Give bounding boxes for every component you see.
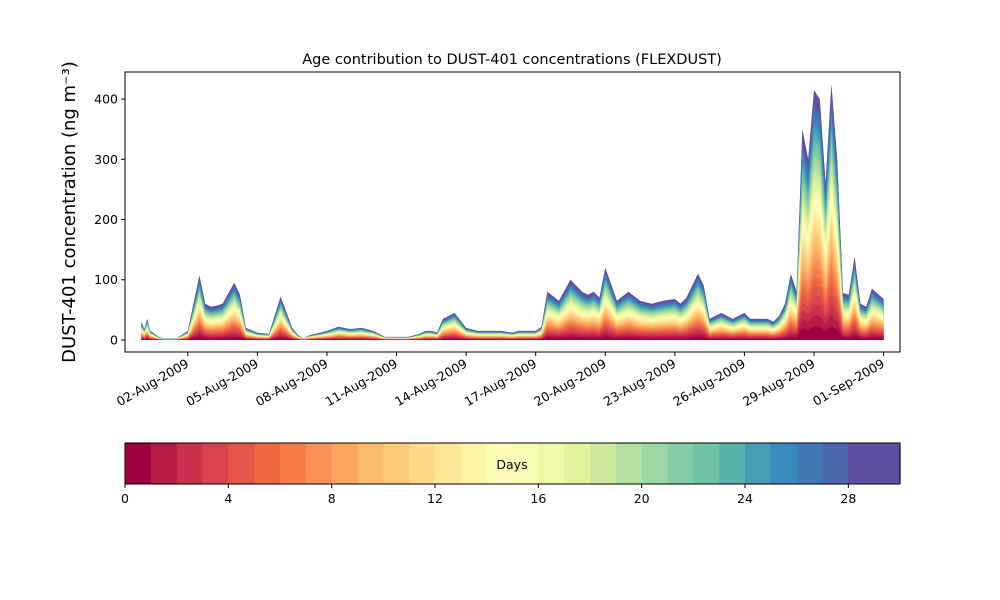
age-band-area-27 [141, 98, 884, 340]
colorbar-tick-label: 8 [328, 491, 336, 506]
x-tick-label: 23-Aug-2009 [601, 356, 679, 409]
colorbar-segment-13 [460, 443, 488, 484]
x-tick-label: 11-Aug-2009 [323, 356, 401, 409]
x-tick-label: 01-Sep-2009 [810, 356, 887, 409]
y-tick-label: 100 [94, 272, 118, 287]
age-band-area-5 [141, 274, 884, 340]
colorbar-segment-3 [202, 443, 229, 484]
colorbar-segment-19 [615, 443, 643, 484]
x-tick-label: 20-Aug-2009 [531, 356, 609, 409]
colorbar-segment-10 [383, 443, 410, 484]
colorbar-segment-24 [745, 443, 772, 484]
plot-frame [124, 71, 901, 353]
colorbar [124, 442, 901, 485]
colorbar-segment-28 [848, 443, 875, 484]
age-band-area-10 [141, 230, 884, 340]
x-tick-label: 02-Aug-2009 [114, 356, 192, 409]
colorbar-segment-9 [357, 443, 384, 484]
age-band-area-22 [141, 135, 884, 340]
x-tick-label: 17-Aug-2009 [462, 356, 540, 409]
colorbar-segment-29 [874, 443, 901, 484]
age-band-area-16 [141, 182, 884, 340]
colorbar-segment-12 [435, 443, 462, 484]
age-band-area-26 [141, 106, 884, 340]
age-band-area-25 [141, 113, 884, 341]
age-band-area-23 [141, 128, 884, 340]
y-axis-label: DUST-401 concentration (ng m⁻³) [59, 61, 80, 363]
y-tick-label: 300 [94, 152, 118, 167]
age-band-area-11 [141, 222, 884, 340]
age-band-area-17 [141, 174, 884, 340]
age-band-area-8 [141, 248, 884, 340]
colorbar-segment-7 [305, 443, 333, 484]
age-band-area-13 [141, 206, 884, 340]
colorbar-segment-22 [693, 443, 720, 484]
colorbar-segment-21 [667, 443, 694, 484]
age-band-area-4 [141, 284, 884, 340]
colorbar-ticks: 0 4 8 12 16 20 24 28 [121, 484, 856, 506]
colorbar-segment-1 [150, 443, 178, 484]
age-band-area-9 [141, 239, 884, 340]
age-band-area-19 [141, 158, 884, 340]
x-tick-label: 14-Aug-2009 [392, 356, 470, 409]
age-band-area-28 [141, 86, 884, 340]
y-tick-label: 0 [110, 332, 118, 347]
colorbar-segment-2 [176, 443, 204, 484]
colorbar-segment-0 [125, 443, 152, 484]
colorbar-segment-17 [564, 443, 591, 484]
age-band-area-7 [141, 256, 884, 340]
x-tick-label: 08-Aug-2009 [253, 356, 331, 409]
age-band-area-3 [141, 293, 884, 340]
colorbar-tick-label: 0 [121, 491, 129, 506]
age-band-area-21 [141, 143, 884, 340]
age-band-area-20 [141, 151, 884, 340]
age-band-area-0 [141, 325, 884, 340]
chart-title: Age contribution to DUST-401 concentrati… [302, 52, 722, 68]
colorbar-segment-4 [228, 443, 255, 484]
age-band-area-1 [141, 314, 884, 340]
colorbar-segment-6 [280, 443, 307, 484]
colorbar-tick-label: 20 [634, 491, 650, 506]
colorbar-tick-label: 28 [840, 491, 856, 506]
y-axis-ticks: 0 100 200 300 400 [94, 92, 125, 347]
colorbar-tick-label: 16 [530, 491, 546, 506]
colorbar-segment-18 [590, 443, 617, 484]
colorbar-segment-11 [409, 443, 436, 484]
x-tick-label: 29-Aug-2009 [740, 356, 818, 409]
y-tick-label: 200 [94, 212, 118, 227]
colorbar-segment-14 [486, 443, 514, 484]
age-band-area-24 [141, 120, 884, 340]
colorbar-tick-label: 12 [427, 491, 443, 506]
colorbar-tick-label: 24 [737, 491, 753, 506]
colorbar-segment-27 [822, 443, 849, 484]
age-band-area-6 [141, 265, 884, 340]
colorbar-segment-25 [770, 443, 798, 484]
colorbar-segment-8 [331, 443, 359, 484]
x-tick-label: 26-Aug-2009 [670, 356, 748, 409]
x-axis-ticks: 02-Aug-200905-Aug-200908-Aug-200911-Aug-… [114, 352, 887, 409]
age-band-area-14 [141, 198, 884, 340]
x-tick-label: 05-Aug-2009 [183, 356, 261, 409]
colorbar-frame [124, 442, 901, 485]
colorbar-segment-23 [719, 443, 746, 484]
age-band-area-18 [141, 166, 884, 340]
colorbar-segment-16 [538, 443, 565, 484]
age-band-area-2 [141, 303, 884, 340]
colorbar-segment-15 [512, 443, 539, 484]
colorbar-label: Days [496, 457, 527, 472]
stacked-age-areas [141, 84, 884, 341]
age-band-area-15 [141, 190, 884, 340]
colorbar-segment-20 [641, 443, 669, 484]
colorbar-segment-5 [254, 443, 281, 484]
y-tick-label: 400 [94, 92, 118, 107]
age-band-area-29 [141, 84, 884, 340]
colorbar-segment-26 [796, 443, 824, 484]
colorbar-tick-label: 4 [224, 491, 232, 506]
age-band-area-12 [141, 214, 884, 340]
